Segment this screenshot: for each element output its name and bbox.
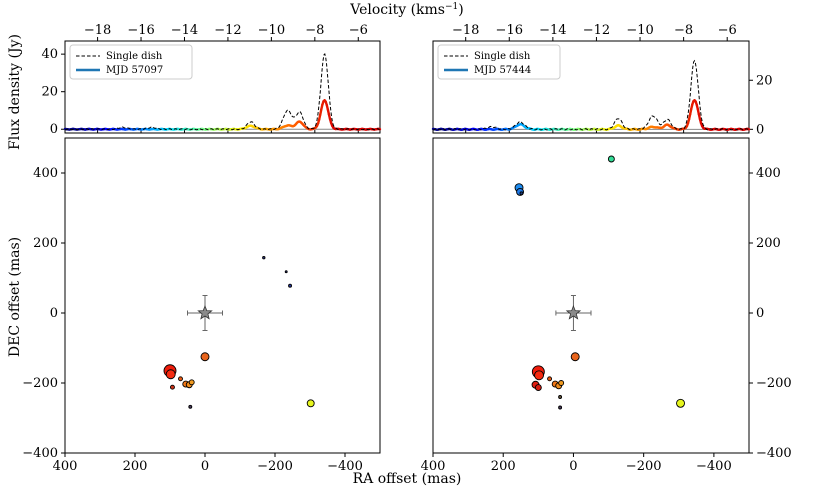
maser-spot — [188, 379, 195, 386]
map-frame — [64, 137, 381, 454]
bottom-axis-title: RA offset (mas) — [353, 471, 462, 487]
y-tick-label: 200 — [756, 236, 781, 251]
y-tick-label: 200 — [33, 236, 58, 251]
maser-spot — [570, 352, 580, 362]
x-tick-label: −6 — [718, 23, 737, 38]
x-tick-label: 0 — [201, 459, 209, 474]
maser-spot — [534, 370, 544, 381]
y-tick-label: −200 — [756, 376, 792, 391]
maser-spot — [534, 384, 542, 391]
x-tick-label: −14 — [539, 23, 566, 38]
legend-label-single-dish: Single dish — [474, 51, 531, 62]
maser-spot — [262, 256, 266, 260]
x-tick-label: 200 — [123, 459, 148, 474]
map-panel-right: 400 200 0 −200 −400 −400 −200 0 200 400 — [421, 137, 792, 474]
maser-spot — [607, 155, 615, 163]
y-tick-label: 0 — [756, 306, 764, 321]
y-tick-label: 400 — [33, 166, 58, 181]
maser-spot — [519, 191, 524, 196]
x-tick-label: −400 — [327, 459, 363, 474]
x-tick-label: 400 — [53, 459, 78, 474]
x-tick-label: −18 — [452, 23, 479, 38]
y-tick-label: −200 — [22, 376, 58, 391]
y-tick-label: 0 — [50, 306, 58, 321]
map-panel-left: 400 200 0 −200 −400 −400 −200 0 200 400 — [22, 137, 381, 474]
spectrum-panel-right: −18 −16 −14 −12 −10 −8 −6 0 20 Single dish MJD 574… — [431, 23, 773, 137]
maser-spot — [676, 398, 685, 408]
maser-spot — [284, 270, 288, 274]
x-tick-label: −12 — [583, 23, 610, 38]
legend-label-observed: MJD 57097 — [106, 65, 163, 76]
x-tick-label: −18 — [84, 23, 111, 38]
x-tick-label: −16 — [127, 23, 154, 38]
spectrum-frame — [432, 40, 750, 134]
x-tick-label: −6 — [349, 23, 368, 38]
top-axis-title: Velocity (kms−1) — [349, 2, 463, 18]
x-tick-label: −200 — [626, 459, 662, 474]
y-tick-label: −400 — [22, 446, 58, 461]
reference-star-icon — [565, 304, 582, 320]
maser-spot — [200, 352, 210, 362]
single-dish-spectrum — [432, 59, 749, 131]
maser-spot — [558, 405, 563, 410]
x-tick-label: −8 — [674, 23, 693, 38]
map-frame — [432, 137, 750, 454]
y-tick-label: −400 — [756, 446, 792, 461]
legend-box — [69, 44, 193, 80]
x-tick-label: −12 — [214, 23, 241, 38]
x-tick-label: −8 — [305, 23, 324, 38]
legend-label-single-dish: Single dish — [106, 51, 163, 62]
maser-spot — [188, 404, 193, 409]
x-tick-label: 0 — [569, 459, 577, 474]
maser-spot — [178, 376, 183, 382]
maser-spot — [165, 369, 176, 380]
legend-label-observed: MJD 57444 — [474, 65, 531, 76]
spectrum-panel-left: −18 −16 −14 −12 −10 −8 −6 0 20 40 Single dish MJD 5… — [41, 23, 382, 137]
x-tick-label: 200 — [491, 459, 516, 474]
y-tick-label: 40 — [41, 47, 58, 62]
y-tick-label: 20 — [41, 85, 58, 100]
maser-spot — [547, 376, 553, 382]
single-dish-spectrum — [64, 53, 380, 131]
left-axis-title-dec: DEC offset (mas) — [7, 237, 23, 357]
maser-spot — [169, 384, 175, 390]
legend-box — [437, 44, 561, 80]
x-tick-label: 400 — [421, 459, 446, 474]
y-tick-label: 0 — [756, 122, 764, 137]
x-tick-label: −16 — [496, 23, 523, 38]
maser-spot — [558, 380, 565, 386]
x-tick-label: −14 — [171, 23, 198, 38]
maser-spot — [306, 399, 315, 408]
left-axis-title-flux: Flux density (Jy) — [7, 34, 23, 150]
spectrum-frame — [64, 40, 381, 134]
y-tick-label: 20 — [756, 73, 773, 88]
maser-spot — [558, 395, 563, 399]
maser-spot — [288, 283, 292, 288]
reference-star-icon — [197, 304, 213, 320]
y-tick-label: 0 — [50, 122, 58, 137]
x-tick-label: −10 — [626, 23, 653, 38]
x-tick-label: −200 — [257, 459, 293, 474]
x-tick-label: −10 — [258, 23, 285, 38]
x-tick-label: −400 — [696, 459, 732, 474]
y-tick-label: 400 — [756, 166, 781, 181]
